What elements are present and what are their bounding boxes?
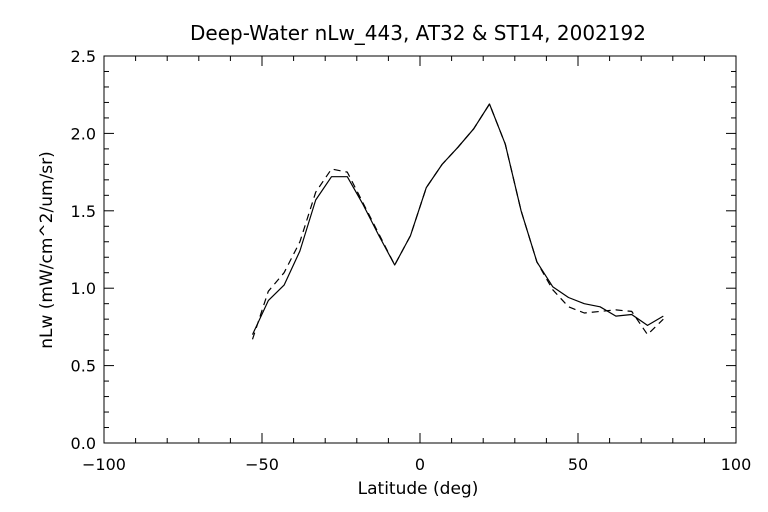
- y-tick-label: 0.5: [71, 357, 96, 376]
- y-tick-label: 0.0: [71, 434, 96, 453]
- plot-frame: [103, 55, 737, 444]
- series-group: [251, 103, 664, 340]
- y-axis-label: nLw (mW/cm^2/um/sr): [37, 151, 57, 349]
- x-tick-label: −100: [82, 455, 126, 474]
- axis-ticks: [103, 55, 737, 444]
- chart-title: Deep-Water nLw_443, AT32 & ST14, 2002192: [190, 21, 646, 45]
- x-axis-label: Latitude (deg): [358, 479, 479, 499]
- y-tick-label: 1.5: [71, 202, 96, 221]
- x-tick-label: 50: [568, 455, 588, 474]
- x-tick-label: −50: [245, 455, 279, 474]
- y-tick-label: 2.0: [71, 124, 96, 143]
- x-tick-labels: −100 −50 0 50 100: [82, 455, 751, 474]
- series-line-solid: [251, 103, 664, 335]
- x-tick-label: 100: [721, 455, 752, 474]
- x-tick-label: 0: [415, 455, 425, 474]
- y-tick-labels: 0.0 0.5 1.0 1.5 2.0 2.5: [71, 47, 96, 453]
- series-line-dashed: [251, 103, 664, 340]
- y-tick-label: 2.5: [71, 47, 96, 66]
- y-tick-label: 1.0: [71, 279, 96, 298]
